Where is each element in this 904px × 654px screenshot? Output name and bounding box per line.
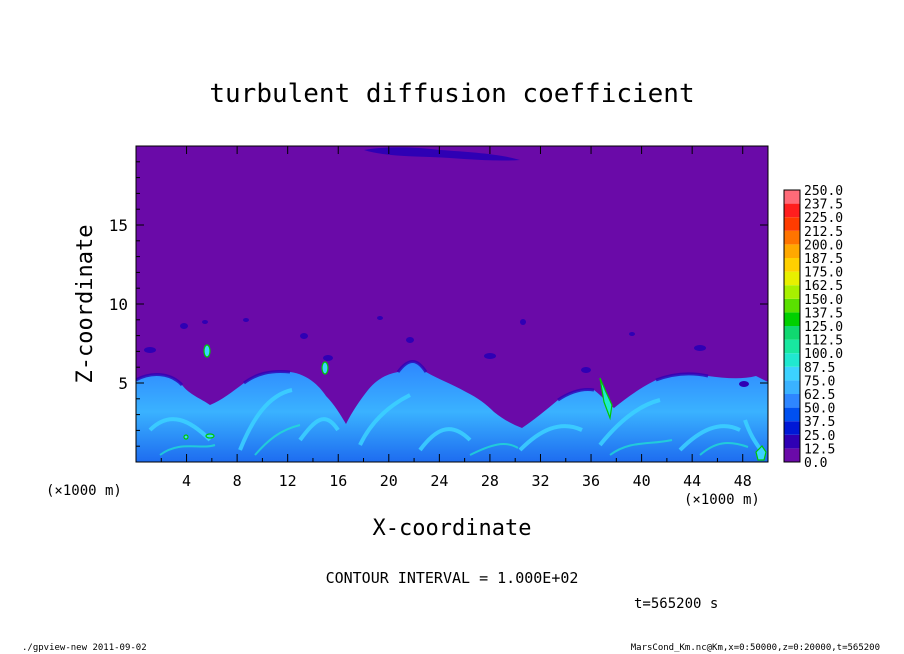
- colorbar-label: 12.5: [804, 442, 835, 457]
- x-tick-label: 48: [734, 472, 752, 490]
- colorbar-frame: [783, 189, 801, 463]
- y-tick-label: 5: [118, 374, 128, 393]
- x-tick-label: 32: [531, 472, 549, 490]
- colorbar-swatch: [784, 230, 800, 245]
- y-tick-label: 10: [109, 295, 128, 314]
- x-tick-label: 4: [182, 472, 191, 490]
- x-unit-label: (×1000 m): [684, 492, 760, 508]
- footer-right: MarsCond_Km.nc@Km,x=0:50000,z=0:20000,t=…: [631, 643, 880, 653]
- colorbar-swatch: [784, 203, 800, 218]
- colorbar-label: 0.0: [804, 456, 827, 471]
- colorbar-label: 237.5: [804, 198, 843, 213]
- colorbar: 0.012.525.037.550.062.575.087.5100.0112.…: [783, 184, 843, 471]
- footer-left: ./gpview-new 2011-09-02: [22, 643, 147, 653]
- colorbar-label: 25.0: [804, 429, 835, 444]
- x-tick-label: 44: [683, 472, 701, 490]
- x-axis-label: X-coordinate: [373, 516, 532, 541]
- colorbar-swatch: [784, 285, 800, 299]
- y-tick-marks: 5 10 15: [109, 161, 768, 447]
- colorbar-label: 250.0: [804, 184, 843, 199]
- colorbar-swatch: [784, 366, 800, 381]
- high-value-patches: [183, 344, 767, 461]
- colorbar-swatch: [784, 258, 800, 272]
- colorbar-label: 150.0: [804, 293, 843, 308]
- colorbar-swatch: [784, 271, 800, 286]
- y-tick-label: 15: [109, 216, 128, 235]
- colorbar-swatch: [784, 326, 800, 340]
- colorbar-swatch: [784, 407, 800, 422]
- y-axis-label: Z-coordinate: [73, 225, 98, 384]
- colorbar-label: 200.0: [804, 238, 843, 253]
- x-tick-label: 40: [633, 472, 651, 490]
- colorbar-label: 125.0: [804, 320, 843, 335]
- turbulent-layer: [136, 361, 768, 462]
- colorbar-label: 75.0: [804, 374, 835, 389]
- colorbar-swatch: [784, 394, 800, 408]
- upper-band: [364, 147, 520, 161]
- contour-interval: CONTOUR INTERVAL = 1.000E+02: [326, 569, 579, 587]
- x-tick-label: 20: [380, 472, 398, 490]
- y-unit-label: (×1000 m): [46, 483, 122, 499]
- colorbar-label: 162.5: [804, 279, 843, 294]
- colorbar-swatch: [784, 339, 800, 354]
- colorbar-label: 137.5: [804, 306, 843, 321]
- x-tick-label: 36: [582, 472, 600, 490]
- colorbar-label: 225.0: [804, 211, 843, 226]
- colorbar-label: 50.0: [804, 402, 835, 417]
- x-tick-marks: 4 8 12 16 20 24 28 32 36 40 44 48: [160, 146, 752, 490]
- colorbar-swatch: [784, 353, 800, 367]
- colorbar-swatch: [784, 244, 800, 258]
- colorbar-label: 62.5: [804, 388, 835, 403]
- colorbar-swatch: [784, 434, 800, 449]
- colorbar-swatch: [784, 380, 800, 394]
- colorbar-swatch: [784, 217, 800, 231]
- x-tick-label: 28: [481, 472, 499, 490]
- colorbar-label: 112.5: [804, 334, 843, 349]
- colorbar-swatch: [784, 448, 800, 462]
- colorbar-label: 175.0: [804, 266, 843, 281]
- colorbar-label: 37.5: [804, 415, 835, 430]
- x-tick-label: 12: [279, 472, 297, 490]
- chart-title: turbulent diffusion coefficient: [209, 79, 694, 109]
- colorbar-swatch: [784, 298, 800, 313]
- colorbar-swatch: [784, 190, 800, 204]
- colorbar-label: 100.0: [804, 347, 843, 362]
- colorbar-label: 212.5: [804, 225, 843, 240]
- x-tick-label: 24: [430, 472, 448, 490]
- time-label: t=565200 s: [634, 596, 718, 612]
- turbulent-fringe: [136, 360, 709, 402]
- colorbar-label: 187.5: [804, 252, 843, 267]
- eddies: [144, 316, 749, 387]
- x-tick-label: 8: [233, 472, 242, 490]
- colorbar-label: 87.5: [804, 361, 835, 376]
- x-tick-label: 16: [329, 472, 347, 490]
- turbulent-field: [136, 147, 768, 462]
- turbulent-streaks-2: [159, 424, 749, 456]
- colorbar-swatch: [784, 421, 800, 435]
- turbulent-streaks: [148, 388, 766, 457]
- colorbar-swatch: [784, 312, 800, 326]
